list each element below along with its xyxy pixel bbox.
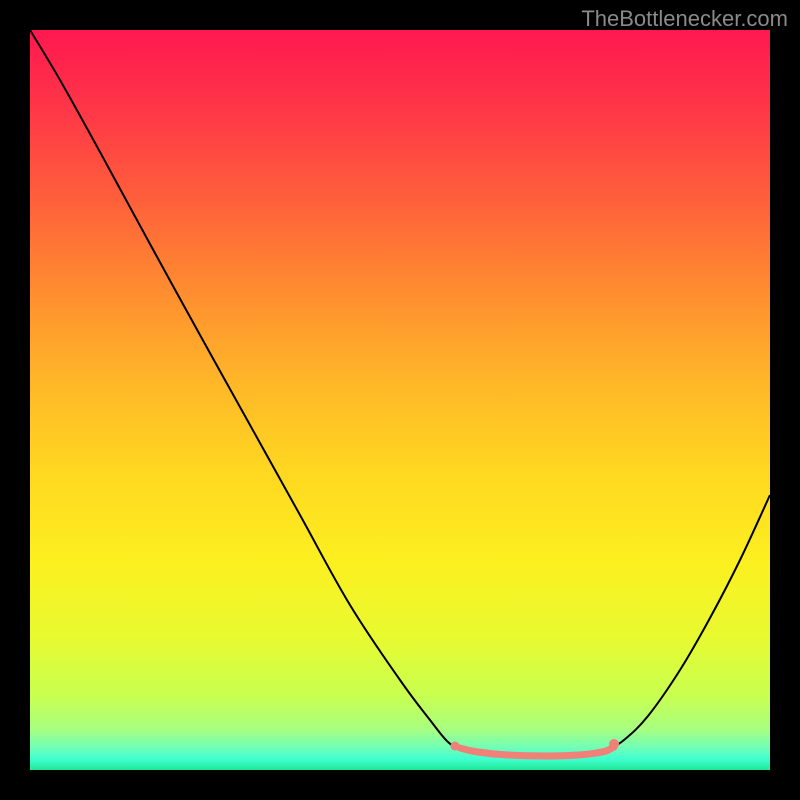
bottleneck-chart bbox=[0, 0, 800, 800]
plot-background bbox=[30, 30, 770, 770]
optimal-range-end-dot bbox=[609, 739, 619, 749]
watermark-text: TheBottlenecker.com bbox=[581, 6, 788, 32]
chart-container: { "watermark": { "text": "TheBottlenecke… bbox=[0, 0, 800, 800]
optimal-range-start-dot bbox=[451, 742, 460, 751]
